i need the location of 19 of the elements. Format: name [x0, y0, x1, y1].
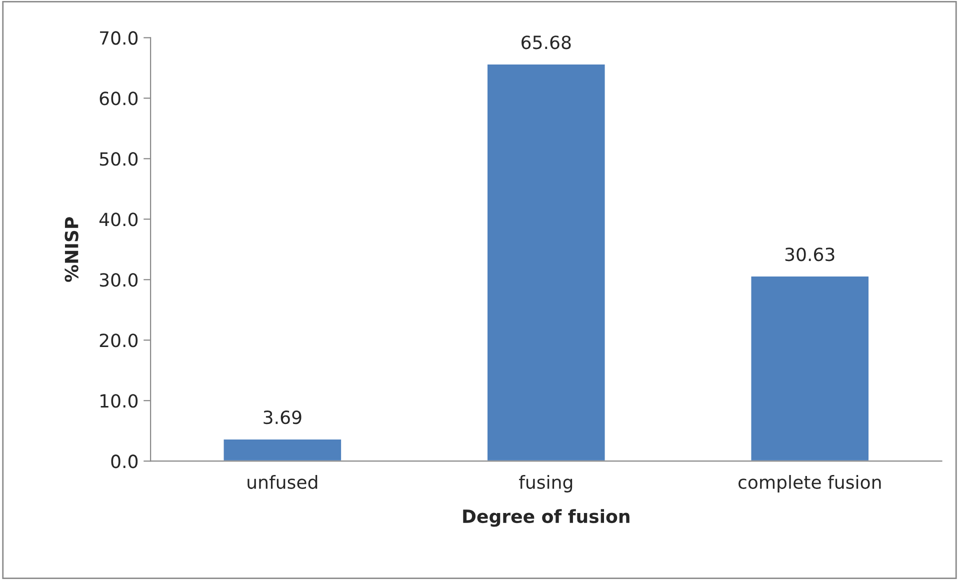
bar — [486, 63, 606, 462]
bar — [222, 438, 342, 462]
data-label: 65.68 — [522, 36, 571, 50]
y-tick-label: 30.0 — [100, 273, 138, 287]
x-tick-label: fusing — [519, 474, 572, 492]
x-axis-title: Degree of fusion — [463, 509, 630, 527]
x-tick-label: complete fusion — [738, 474, 881, 492]
y-tick-label: 40.0 — [99, 212, 138, 226]
y-tick-label: 60.0 — [100, 92, 138, 106]
y-tick-label: 0.0 — [111, 454, 138, 468]
y-tick-label: 20.0 — [100, 334, 138, 348]
bar — [750, 275, 870, 462]
data-label: 3.69 — [264, 410, 302, 424]
y-tick-label: 10.0 — [100, 394, 138, 408]
x-tick-label: unfused — [248, 474, 318, 489]
y-tick-label: 50.0 — [100, 152, 138, 166]
y-tick-label: 70.0 — [100, 31, 138, 45]
y-axis-title: %NISP — [64, 217, 78, 282]
data-label: 30.63 — [785, 248, 834, 262]
